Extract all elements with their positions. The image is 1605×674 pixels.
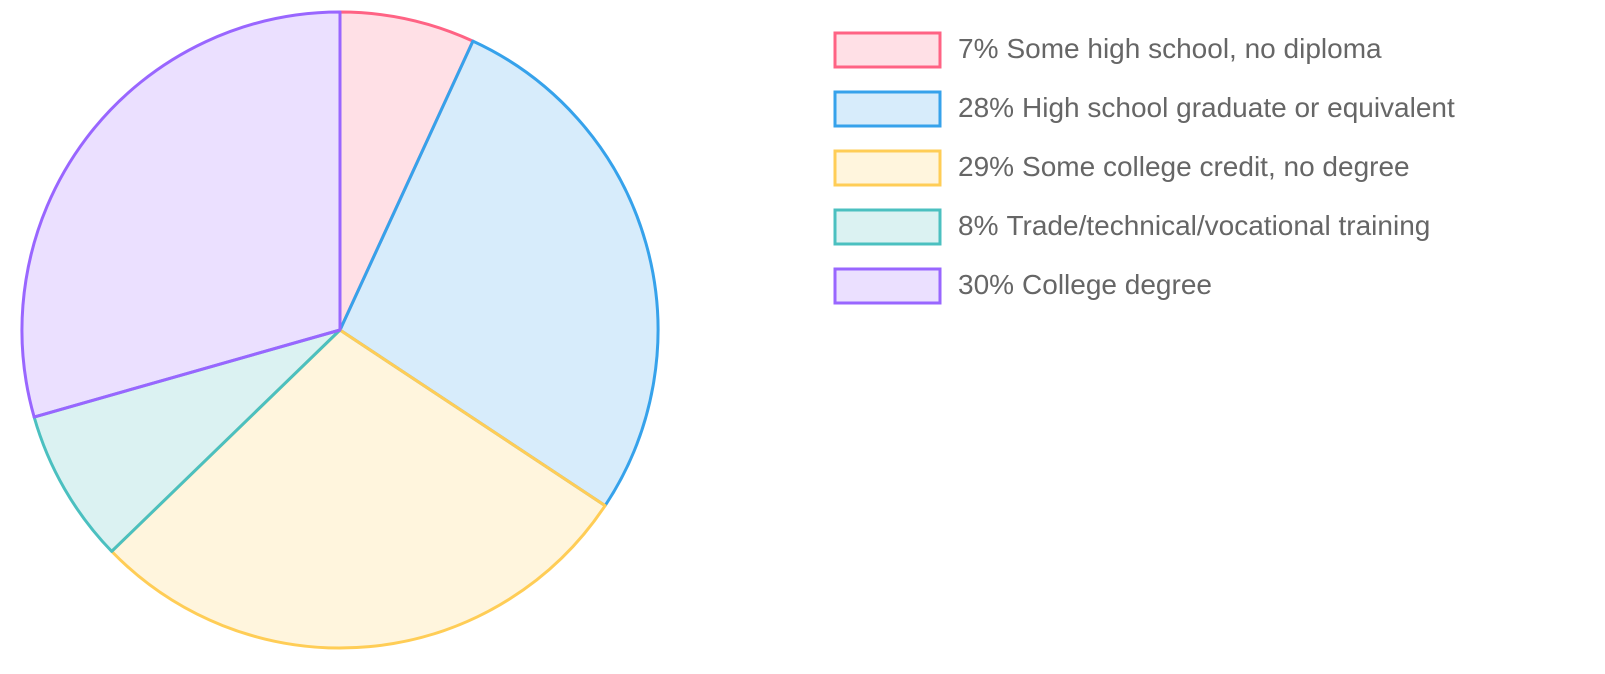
legend-label: 28% High school graduate or equivalent: [958, 92, 1455, 123]
legend-value: 28%: [958, 92, 1014, 123]
legend-value: 30%: [958, 269, 1014, 300]
legend-label: 29% Some college credit, no degree: [958, 151, 1410, 182]
pie-slice: [20, 10, 342, 419]
legend-category: High school graduate or equivalent: [1022, 92, 1455, 123]
legend-swatch: [833, 31, 942, 69]
legend-category: College degree: [1022, 269, 1212, 300]
pie-slice: [110, 328, 607, 650]
legend-swatch: [833, 267, 942, 305]
legend-swatch: [833, 208, 942, 246]
legend-label: 30% College degree: [958, 269, 1212, 300]
legend-value: 29%: [958, 151, 1014, 182]
pie-slice: [338, 10, 475, 332]
pie-slice: [32, 328, 342, 553]
legend-category: Some high school, no diploma: [1006, 33, 1382, 64]
legend-value: 8%: [958, 210, 998, 241]
legend-category: Trade/technical/vocational training: [1006, 210, 1430, 241]
legend-swatch: [833, 90, 942, 128]
legend-value: 7%: [958, 33, 998, 64]
legend-swatch: [833, 149, 942, 187]
pie-slice: [338, 39, 660, 508]
legend-label: 8% Trade/technical/vocational training: [958, 210, 1430, 241]
legend-label: 7% Some high school, no diploma: [958, 33, 1382, 64]
legend-category: Some college credit, no degree: [1022, 151, 1410, 182]
